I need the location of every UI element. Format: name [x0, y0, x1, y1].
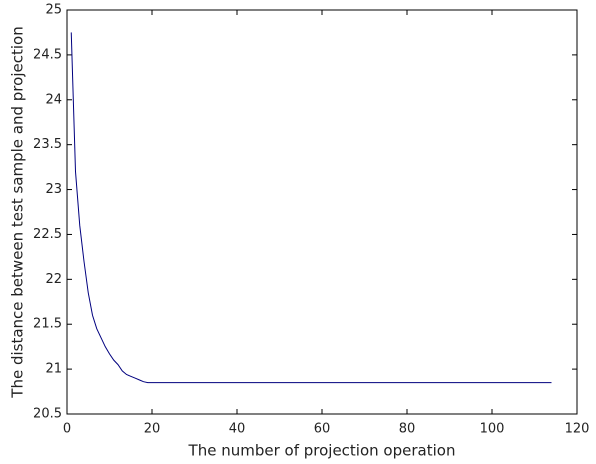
data-line — [70, 32, 552, 384]
x-axis-label: The number of projection operation — [188, 442, 456, 460]
y-tick-label: 24 — [45, 92, 62, 107]
x-tick-label: 40 — [229, 422, 246, 437]
y-tick-label: 21 — [45, 362, 62, 377]
y-tick-label: 24.5 — [33, 47, 62, 62]
x-tick-label: 100 — [480, 422, 505, 437]
y-tick-label: 22 — [45, 272, 62, 287]
y-tick-label: 23.5 — [33, 137, 62, 152]
x-tick-label: 60 — [314, 422, 331, 437]
y-axis-label: The distance between test sample and pro… — [9, 26, 27, 398]
y-tick-label: 23 — [45, 182, 62, 197]
x-tick-label: 80 — [399, 422, 416, 437]
y-tick-label: 21.5 — [33, 317, 62, 332]
y-tick-label: 20.5 — [33, 407, 62, 422]
x-tick-label: 120 — [565, 422, 590, 437]
x-tick-label: 0 — [63, 422, 71, 437]
y-tick-label: 22.5 — [33, 227, 62, 242]
y-tick-label: 25 — [45, 3, 62, 18]
x-tick-label: 20 — [144, 422, 161, 437]
